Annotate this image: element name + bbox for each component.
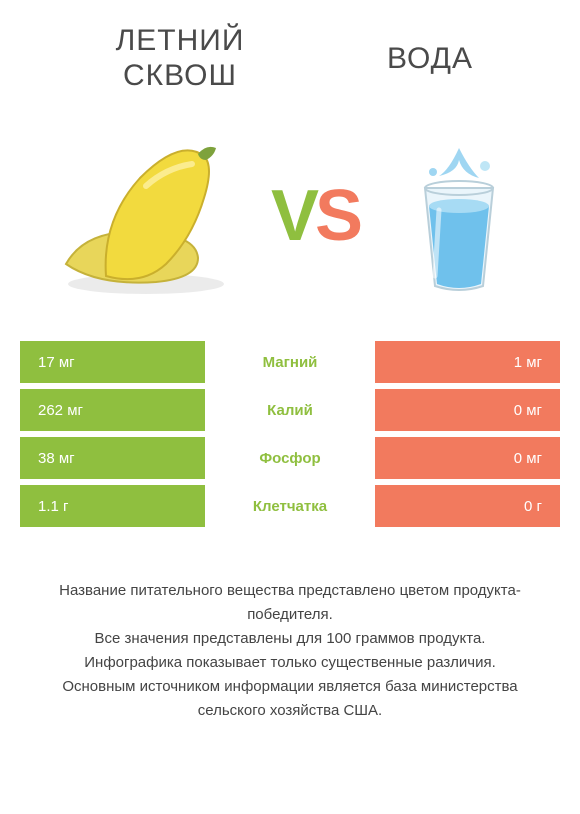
title-left: ЛЕТНИЙ СКВОШ: [60, 24, 300, 93]
value-right: 0 мг: [375, 389, 560, 431]
vs-s: S: [315, 176, 359, 256]
nutrient-name: Магний: [205, 341, 375, 383]
nutrient-row: 262 мгКалий0 мг: [20, 389, 560, 431]
nutrient-table: 17 мгМагний1 мг262 мгКалий0 мг38 мгФосфо…: [20, 341, 560, 533]
footnote-line: Инфографика показывает только существенн…: [28, 651, 552, 675]
vs-label: VS: [271, 180, 359, 252]
nutrient-row: 1.1 гКлетчатка0 г: [20, 485, 560, 527]
footnote-line: Название питательного вещества представл…: [28, 579, 552, 627]
comparison-infographic: ЛЕТНИЙ СКВОШ ВОДА VS: [0, 0, 580, 814]
product-left-image: [46, 136, 246, 296]
nutrient-row: 17 мгМагний1 мг: [20, 341, 560, 383]
vs-v: V: [271, 176, 315, 256]
nutrient-row: 38 мгФосфор0 мг: [20, 437, 560, 479]
product-right-image: [384, 136, 534, 296]
value-left: 1.1 г: [20, 485, 205, 527]
value-right: 0 г: [375, 485, 560, 527]
value-left: 38 мг: [20, 437, 205, 479]
value-left: 262 мг: [20, 389, 205, 431]
footnote-line: Основным источником информации является …: [28, 675, 552, 723]
footnote-line: Все значения представлены для 100 граммо…: [28, 627, 552, 651]
squash-icon: [46, 136, 246, 296]
water-glass-icon: [399, 136, 519, 296]
value-right: 1 мг: [375, 341, 560, 383]
value-right: 0 мг: [375, 437, 560, 479]
nutrient-name: Клетчатка: [205, 485, 375, 527]
title-row: ЛЕТНИЙ СКВОШ ВОДА: [20, 24, 560, 93]
nutrient-name: Калий: [205, 389, 375, 431]
nutrient-name: Фосфор: [205, 437, 375, 479]
hero-row: VS: [20, 121, 560, 311]
title-right: ВОДА: [340, 42, 520, 77]
value-left: 17 мг: [20, 341, 205, 383]
footnote: Название питательного вещества представл…: [20, 579, 560, 723]
